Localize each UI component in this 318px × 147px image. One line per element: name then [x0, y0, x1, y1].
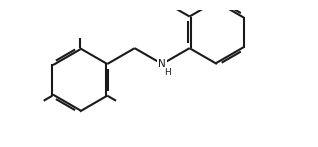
Text: N: N: [158, 59, 166, 69]
Text: H: H: [164, 68, 171, 77]
